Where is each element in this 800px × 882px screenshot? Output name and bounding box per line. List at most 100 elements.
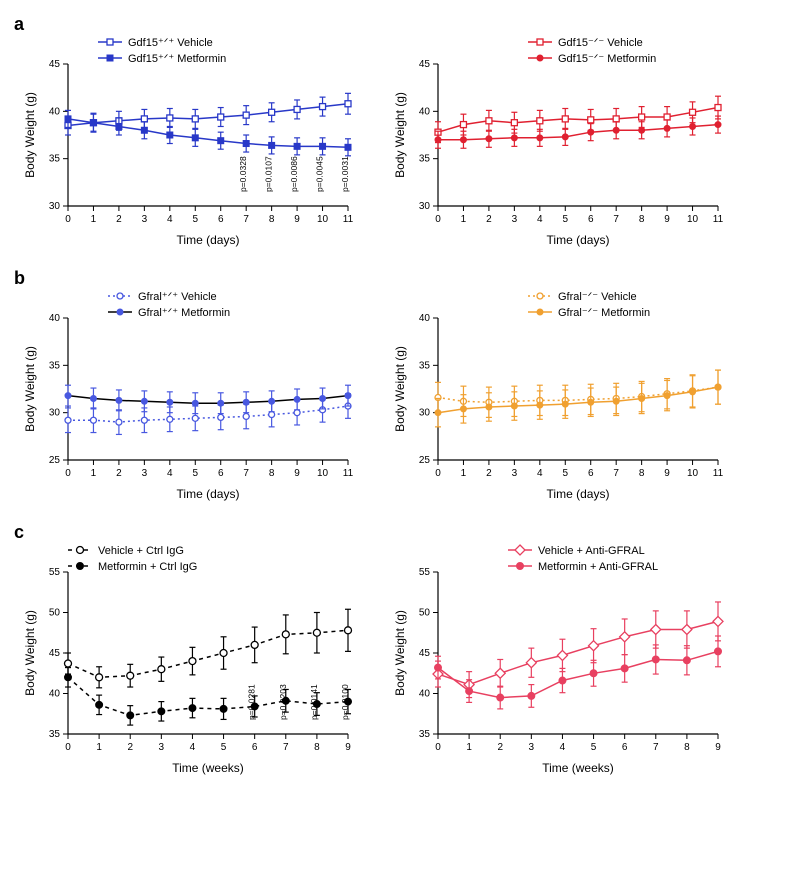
svg-text:p=0.0031: p=0.0031 (340, 156, 350, 192)
chart-b-left: 2530354001234567891011Time (days)Body We… (20, 274, 360, 504)
svg-text:4: 4 (560, 742, 566, 753)
svg-text:11: 11 (713, 468, 724, 479)
row-a: a 3035404501234567891011Time (days)Body … (20, 20, 780, 250)
svg-text:40: 40 (49, 689, 61, 700)
svg-text:40: 40 (419, 689, 431, 700)
svg-text:8: 8 (684, 742, 690, 753)
svg-text:1: 1 (91, 468, 97, 479)
svg-text:Gdf15⁺ᐟ⁺ Vehicle: Gdf15⁺ᐟ⁺ Vehicle (128, 37, 213, 49)
svg-text:8: 8 (639, 468, 645, 479)
svg-text:Time (days): Time (days) (547, 233, 610, 247)
svg-text:30: 30 (49, 408, 61, 419)
svg-text:p=0.0045: p=0.0045 (315, 156, 325, 192)
svg-text:5: 5 (192, 468, 198, 479)
svg-text:35: 35 (419, 154, 431, 165)
svg-text:Vehicle + Ctrl IgG: Vehicle + Ctrl IgG (98, 545, 184, 557)
svg-text:11: 11 (713, 214, 724, 225)
svg-text:55: 55 (419, 567, 431, 578)
svg-text:Gfral⁺ᐟ⁺ Metformin: Gfral⁺ᐟ⁺ Metformin (138, 307, 230, 319)
svg-text:35: 35 (49, 154, 61, 165)
svg-text:2: 2 (116, 468, 122, 479)
svg-text:4: 4 (167, 468, 173, 479)
svg-text:7: 7 (653, 742, 659, 753)
svg-text:6: 6 (218, 214, 224, 225)
svg-text:45: 45 (49, 59, 61, 70)
svg-text:1: 1 (91, 214, 97, 225)
svg-text:25: 25 (49, 455, 61, 466)
svg-text:0: 0 (435, 214, 441, 225)
figure: a 3035404501234567891011Time (days)Body … (20, 20, 780, 778)
svg-text:7: 7 (243, 214, 249, 225)
svg-text:Metformin + Ctrl IgG: Metformin + Ctrl IgG (98, 561, 197, 573)
svg-text:9: 9 (715, 742, 721, 753)
svg-text:7: 7 (613, 214, 619, 225)
svg-text:6: 6 (252, 742, 258, 753)
svg-text:4: 4 (190, 742, 196, 753)
svg-text:11: 11 (343, 468, 354, 479)
svg-text:8: 8 (314, 742, 320, 753)
svg-text:10: 10 (687, 214, 699, 225)
svg-text:6: 6 (218, 468, 224, 479)
svg-text:5: 5 (562, 214, 568, 225)
svg-text:8: 8 (639, 214, 645, 225)
svg-text:p=0.0328: p=0.0328 (238, 156, 248, 192)
svg-text:40: 40 (49, 313, 61, 324)
svg-text:4: 4 (537, 214, 543, 225)
svg-text:Body Weight (g): Body Weight (g) (393, 610, 407, 696)
svg-text:Gdf15⁻ᐟ⁻ Metformin: Gdf15⁻ᐟ⁻ Metformin (558, 53, 656, 65)
svg-text:Gfral⁻ᐟ⁻ Metformin: Gfral⁻ᐟ⁻ Metformin (558, 307, 650, 319)
svg-text:1: 1 (96, 742, 102, 753)
svg-text:p=0.0141: p=0.0141 (309, 684, 319, 720)
svg-text:Time (days): Time (days) (177, 233, 240, 247)
svg-text:7: 7 (283, 742, 289, 753)
svg-text:35: 35 (419, 729, 431, 740)
svg-text:Time (weeks): Time (weeks) (172, 761, 244, 775)
svg-text:6: 6 (588, 468, 594, 479)
svg-text:p=0.0281: p=0.0281 (247, 684, 257, 720)
svg-text:40: 40 (419, 106, 431, 117)
svg-text:2: 2 (486, 468, 492, 479)
svg-text:Body Weight (g): Body Weight (g) (23, 92, 37, 178)
svg-text:0: 0 (65, 468, 71, 479)
svg-text:Time (days): Time (days) (177, 487, 240, 501)
svg-text:9: 9 (664, 214, 670, 225)
svg-text:1: 1 (461, 214, 467, 225)
svg-text:Vehicle + Anti-GFRAL: Vehicle + Anti-GFRAL (538, 545, 645, 557)
svg-text:Gfral⁺ᐟ⁺ Vehicle: Gfral⁺ᐟ⁺ Vehicle (138, 291, 217, 303)
svg-text:3: 3 (529, 742, 535, 753)
svg-text:40: 40 (49, 106, 61, 117)
svg-text:p=0.0107: p=0.0107 (264, 156, 274, 192)
svg-text:Body Weight (g): Body Weight (g) (393, 346, 407, 432)
svg-text:Body Weight (g): Body Weight (g) (393, 92, 407, 178)
svg-text:1: 1 (461, 468, 467, 479)
chart-c-left: 35404550550123456789Time (weeks)Body Wei… (20, 528, 360, 778)
svg-text:9: 9 (664, 468, 670, 479)
svg-text:Body Weight (g): Body Weight (g) (23, 610, 37, 696)
svg-text:Gdf15⁺ᐟ⁺ Metformin: Gdf15⁺ᐟ⁺ Metformin (128, 53, 226, 65)
svg-text:10: 10 (317, 468, 329, 479)
svg-text:p=0.0100: p=0.0100 (340, 684, 350, 720)
svg-text:45: 45 (419, 59, 431, 70)
svg-text:4: 4 (537, 468, 543, 479)
svg-text:40: 40 (419, 313, 431, 324)
svg-text:10: 10 (317, 214, 329, 225)
svg-text:25: 25 (419, 455, 431, 466)
svg-text:4: 4 (167, 214, 173, 225)
svg-text:p=0.0203: p=0.0203 (278, 684, 288, 720)
svg-text:5: 5 (192, 214, 198, 225)
svg-text:30: 30 (419, 201, 431, 212)
svg-text:35: 35 (419, 360, 431, 371)
svg-text:Gfral⁻ᐟ⁻ Vehicle: Gfral⁻ᐟ⁻ Vehicle (558, 291, 637, 303)
svg-text:50: 50 (49, 608, 61, 619)
svg-text:45: 45 (419, 648, 431, 659)
svg-text:7: 7 (613, 468, 619, 479)
svg-text:2: 2 (497, 742, 503, 753)
svg-text:8: 8 (269, 214, 275, 225)
svg-text:Body Weight (g): Body Weight (g) (23, 346, 37, 432)
svg-text:6: 6 (622, 742, 628, 753)
svg-text:35: 35 (49, 360, 61, 371)
svg-text:2: 2 (486, 214, 492, 225)
svg-text:3: 3 (512, 468, 518, 479)
svg-text:30: 30 (49, 201, 61, 212)
svg-text:50: 50 (419, 608, 431, 619)
